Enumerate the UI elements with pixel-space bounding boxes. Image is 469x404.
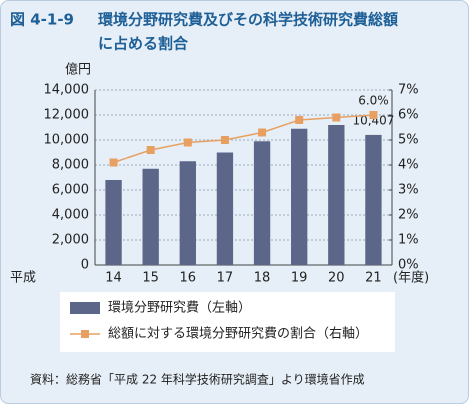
x-tick-label: 18 — [254, 271, 271, 286]
y2-tick-label: 0% — [398, 258, 419, 273]
marker — [220, 136, 229, 144]
x-tick-label: 21 — [365, 271, 382, 286]
bar — [179, 161, 196, 265]
figure-label: 図 4-1-9 — [10, 11, 74, 29]
marker — [369, 111, 378, 119]
bar — [142, 168, 159, 265]
x-suffix: (年度) — [393, 270, 429, 286]
y2-tick-label: 2% — [398, 208, 419, 223]
y-tick-label: 0 — [81, 258, 89, 273]
x-tick-label: 20 — [328, 271, 345, 286]
y-unit: 億円 — [65, 62, 91, 78]
bar — [105, 180, 122, 265]
legend — [60, 292, 395, 352]
x-tick-label: 15 — [142, 271, 159, 286]
y-tick-label: 10,000 — [44, 133, 90, 148]
legend-label: 環境分野研究費（左軸） — [108, 301, 251, 316]
chart-title: 環境分野研究費及びその科学技術研究費総額 — [98, 11, 398, 29]
chart-title: に占める割合 — [98, 35, 189, 53]
bar — [328, 125, 345, 265]
y-tick-label: 6,000 — [52, 183, 89, 198]
y2-tick-label: 7% — [398, 83, 419, 98]
bar — [291, 128, 308, 265]
value-label: 6.0% — [358, 94, 389, 108]
x-tick-label: 14 — [105, 271, 122, 286]
y-tick-label: 12,000 — [44, 108, 90, 123]
y2-tick-label: 4% — [398, 158, 419, 173]
y2-tick-label: 6% — [398, 108, 419, 123]
y-tick-label: 4,000 — [52, 208, 89, 223]
legend-label: 総額に対する環境分野研究費の割合（右軸） — [108, 326, 368, 342]
y-tick-label: 2,000 — [52, 233, 89, 248]
bar — [216, 152, 234, 265]
y2-tick-label: 5% — [398, 133, 419, 148]
bar — [365, 134, 382, 265]
x-tick-label: 17 — [217, 271, 234, 286]
y2-tick-label: 1% — [398, 233, 419, 248]
source: 資料：総務省「平成 22 年科学技術研究調査」より環境省作成 — [30, 372, 365, 387]
x-tick-label: 16 — [180, 271, 197, 286]
marker — [295, 116, 304, 124]
marker — [146, 146, 155, 154]
marker — [258, 128, 267, 137]
x-tick-label: 19 — [291, 271, 308, 286]
line — [113, 114, 374, 164]
bar — [253, 141, 271, 265]
value-label: 10,407 — [352, 113, 394, 127]
y2-tick-label: 3% — [398, 183, 419, 198]
marker — [183, 138, 192, 147]
marker — [109, 158, 118, 167]
marker — [332, 113, 341, 122]
y-tick-label: 8,000 — [52, 158, 89, 173]
y-tick-label: 14,000 — [44, 83, 90, 98]
legend-swatch — [70, 302, 100, 314]
x-prefix: 平成 — [10, 271, 36, 286]
legend-swatch — [81, 330, 89, 338]
